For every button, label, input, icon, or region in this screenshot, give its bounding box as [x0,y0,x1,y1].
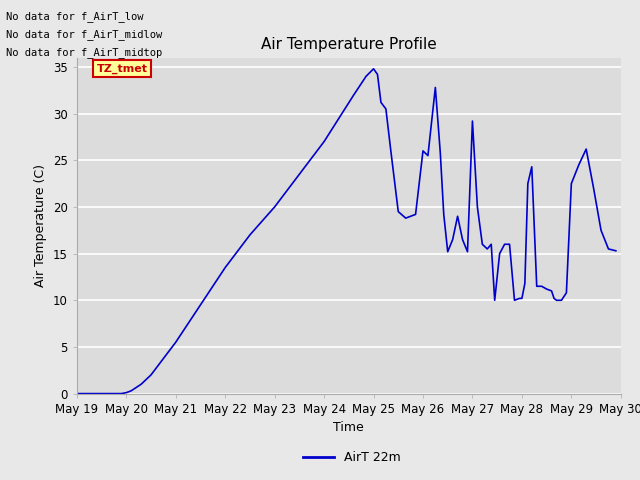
Text: No data for f_AirT_midlow: No data for f_AirT_midlow [6,29,163,40]
Legend: AirT 22m: AirT 22m [298,446,406,469]
Text: TZ_tmet: TZ_tmet [97,64,148,74]
Text: No data for f_AirT_low: No data for f_AirT_low [6,11,144,22]
Text: No data for f_AirT_midtop: No data for f_AirT_midtop [6,47,163,58]
Title: Air Temperature Profile: Air Temperature Profile [261,37,436,52]
X-axis label: Time: Time [333,421,364,434]
Y-axis label: Air Temperature (C): Air Temperature (C) [35,164,47,287]
